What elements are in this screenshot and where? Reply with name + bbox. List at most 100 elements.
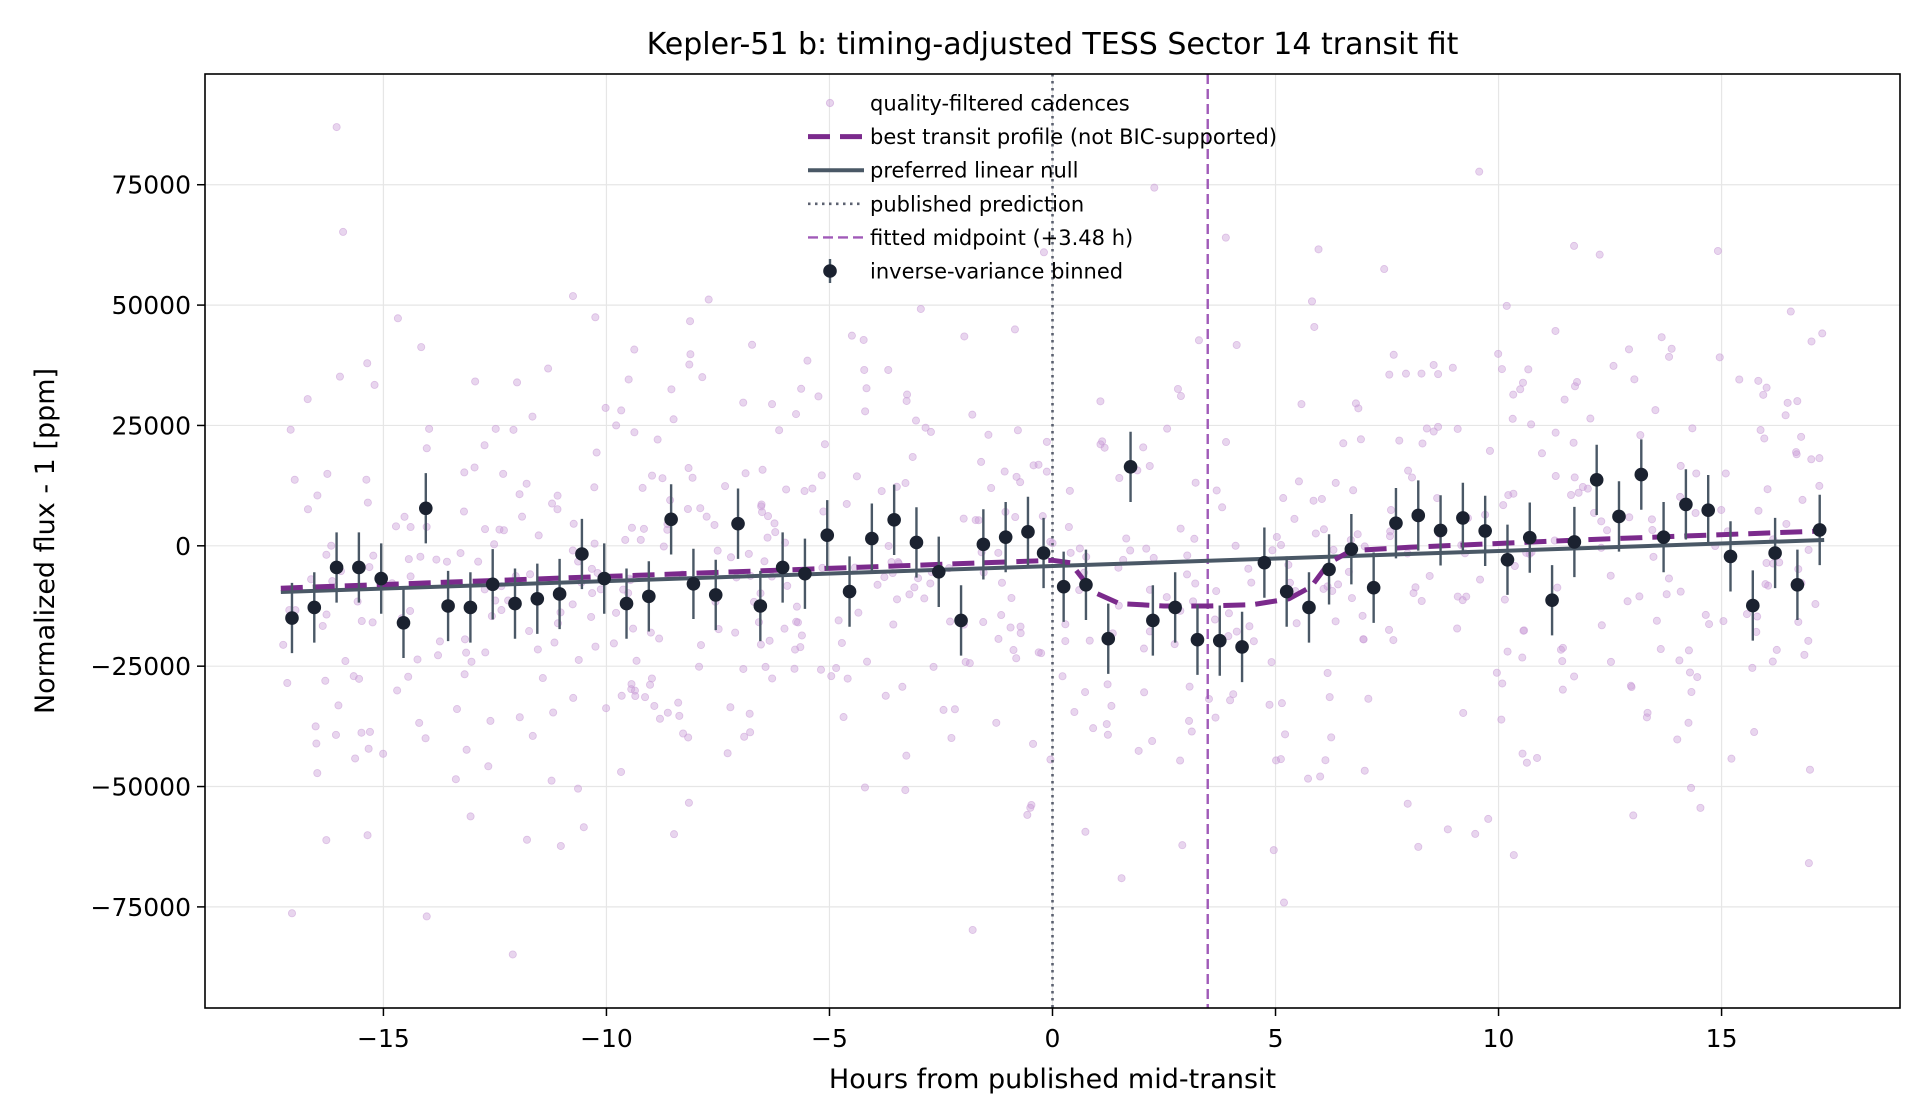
raw-cadence-point <box>1409 589 1418 598</box>
raw-cadence-point <box>695 662 704 671</box>
raw-cadence-point <box>1244 564 1253 573</box>
raw-cadence-point <box>1508 414 1517 423</box>
raw-cadence-point <box>1311 529 1320 538</box>
raw-cadence-point <box>318 621 327 630</box>
raw-cadence-point <box>1510 562 1519 571</box>
binned-point <box>1545 593 1559 608</box>
raw-cadence-point <box>451 775 460 784</box>
raw-cadence-point <box>1606 571 1615 580</box>
raw-cadence-point <box>1364 694 1373 703</box>
raw-cadence-point <box>1753 612 1762 621</box>
raw-cadence-point <box>391 522 400 531</box>
raw-cadence-point <box>745 709 754 718</box>
raw-cadence-point <box>393 686 402 695</box>
raw-cadence-point <box>797 384 806 393</box>
raw-cadence-point <box>686 350 695 359</box>
raw-cadence-point <box>984 430 993 439</box>
raw-cadence-point <box>303 505 312 514</box>
raw-cadence-point <box>1117 874 1126 883</box>
raw-cadence-point <box>1643 708 1652 717</box>
raw-cadence-point <box>1327 733 1336 742</box>
raw-cadence-point <box>1276 755 1285 764</box>
y-axis-label: Normalized flux - 1 [ppm] <box>30 368 61 714</box>
raw-cadence-point <box>1497 715 1506 724</box>
raw-cadence-point <box>335 372 344 381</box>
raw-cadence-point <box>415 718 424 727</box>
raw-cadence-point <box>902 751 911 760</box>
raw-cadence-point <box>1173 385 1182 394</box>
binned-point <box>1589 473 1604 487</box>
binned-point <box>1190 632 1205 647</box>
raw-cadence-point <box>591 313 600 322</box>
raw-cadence-point <box>1010 325 1019 334</box>
binned-point <box>753 599 768 613</box>
raw-cadence-point <box>987 483 996 492</box>
y-tick-label: 75000 <box>111 171 191 200</box>
binned-point <box>396 616 411 630</box>
raw-cadence-point <box>726 553 735 562</box>
raw-cadence-point <box>1603 526 1612 535</box>
raw-cadence-point <box>1210 615 1219 624</box>
raw-cadence-point <box>898 682 907 691</box>
raw-cadence-point <box>800 487 809 496</box>
raw-cadence-point <box>1037 649 1046 658</box>
raw-cadence-point <box>1687 783 1696 792</box>
raw-cadence-point <box>1081 827 1090 836</box>
raw-cadence-point <box>1623 597 1632 606</box>
binned-point <box>931 565 946 579</box>
raw-cadence-point <box>528 412 537 421</box>
raw-cadence-point <box>435 637 444 646</box>
legend-label: inverse-variance binned <box>870 260 1123 284</box>
raw-cadence-point <box>763 533 772 542</box>
raw-cadence-point <box>1309 496 1318 505</box>
binned-point <box>619 596 634 611</box>
raw-cadence-point <box>1150 183 1159 192</box>
raw-cadence-point <box>553 491 562 500</box>
raw-cadence-point <box>1630 375 1639 384</box>
binned-point <box>463 600 478 615</box>
raw-cadence-point <box>1500 595 1509 604</box>
raw-cadence-point <box>379 749 388 758</box>
raw-cadence-point <box>1317 494 1326 503</box>
raw-cadence-point <box>287 909 296 918</box>
raw-cadence-point <box>1462 592 1471 601</box>
binned-point <box>1146 613 1160 628</box>
raw-cadence-point <box>994 548 1003 557</box>
raw-cadence-points <box>279 123 1827 959</box>
raw-cadence-point <box>946 617 955 626</box>
raw-cadence-point <box>339 227 348 236</box>
raw-cadence-point <box>327 541 336 550</box>
raw-cadence-point <box>792 410 801 419</box>
raw-cadence-point <box>349 672 358 681</box>
raw-cadence-point <box>1232 340 1241 349</box>
raw-cadence-point <box>588 589 597 598</box>
raw-cadence-point <box>1502 301 1511 310</box>
raw-cadence-point <box>1652 616 1661 625</box>
raw-cadence-point <box>425 424 434 433</box>
raw-cadence-point <box>1597 517 1606 526</box>
raw-cadence-point <box>1185 682 1194 691</box>
raw-cadence-point <box>1075 544 1084 553</box>
raw-cadence-point <box>592 448 601 457</box>
raw-cadence-point <box>1012 654 1021 663</box>
raw-cadence-point <box>977 457 986 466</box>
raw-cadence-point <box>731 628 740 637</box>
raw-cadence-point <box>916 304 925 313</box>
raw-cadence-point <box>491 424 500 433</box>
raw-cadence-point <box>1516 385 1525 394</box>
binned-point <box>1634 467 1649 482</box>
raw-cadence-point <box>1221 233 1230 242</box>
raw-cadence-point <box>702 512 711 521</box>
raw-cadence-point <box>499 469 508 478</box>
raw-cadence-point <box>612 608 621 617</box>
raw-cadence-point <box>1807 337 1816 346</box>
raw-cadence-point <box>1760 434 1769 443</box>
raw-cadence-point <box>1115 474 1124 483</box>
raw-cadence-point <box>1034 460 1043 469</box>
raw-cadence-point <box>901 786 910 795</box>
raw-cadence-point <box>1331 617 1340 626</box>
raw-cadence-point <box>765 636 774 645</box>
raw-cadence-point <box>827 672 836 681</box>
raw-cadence-point <box>365 563 374 572</box>
